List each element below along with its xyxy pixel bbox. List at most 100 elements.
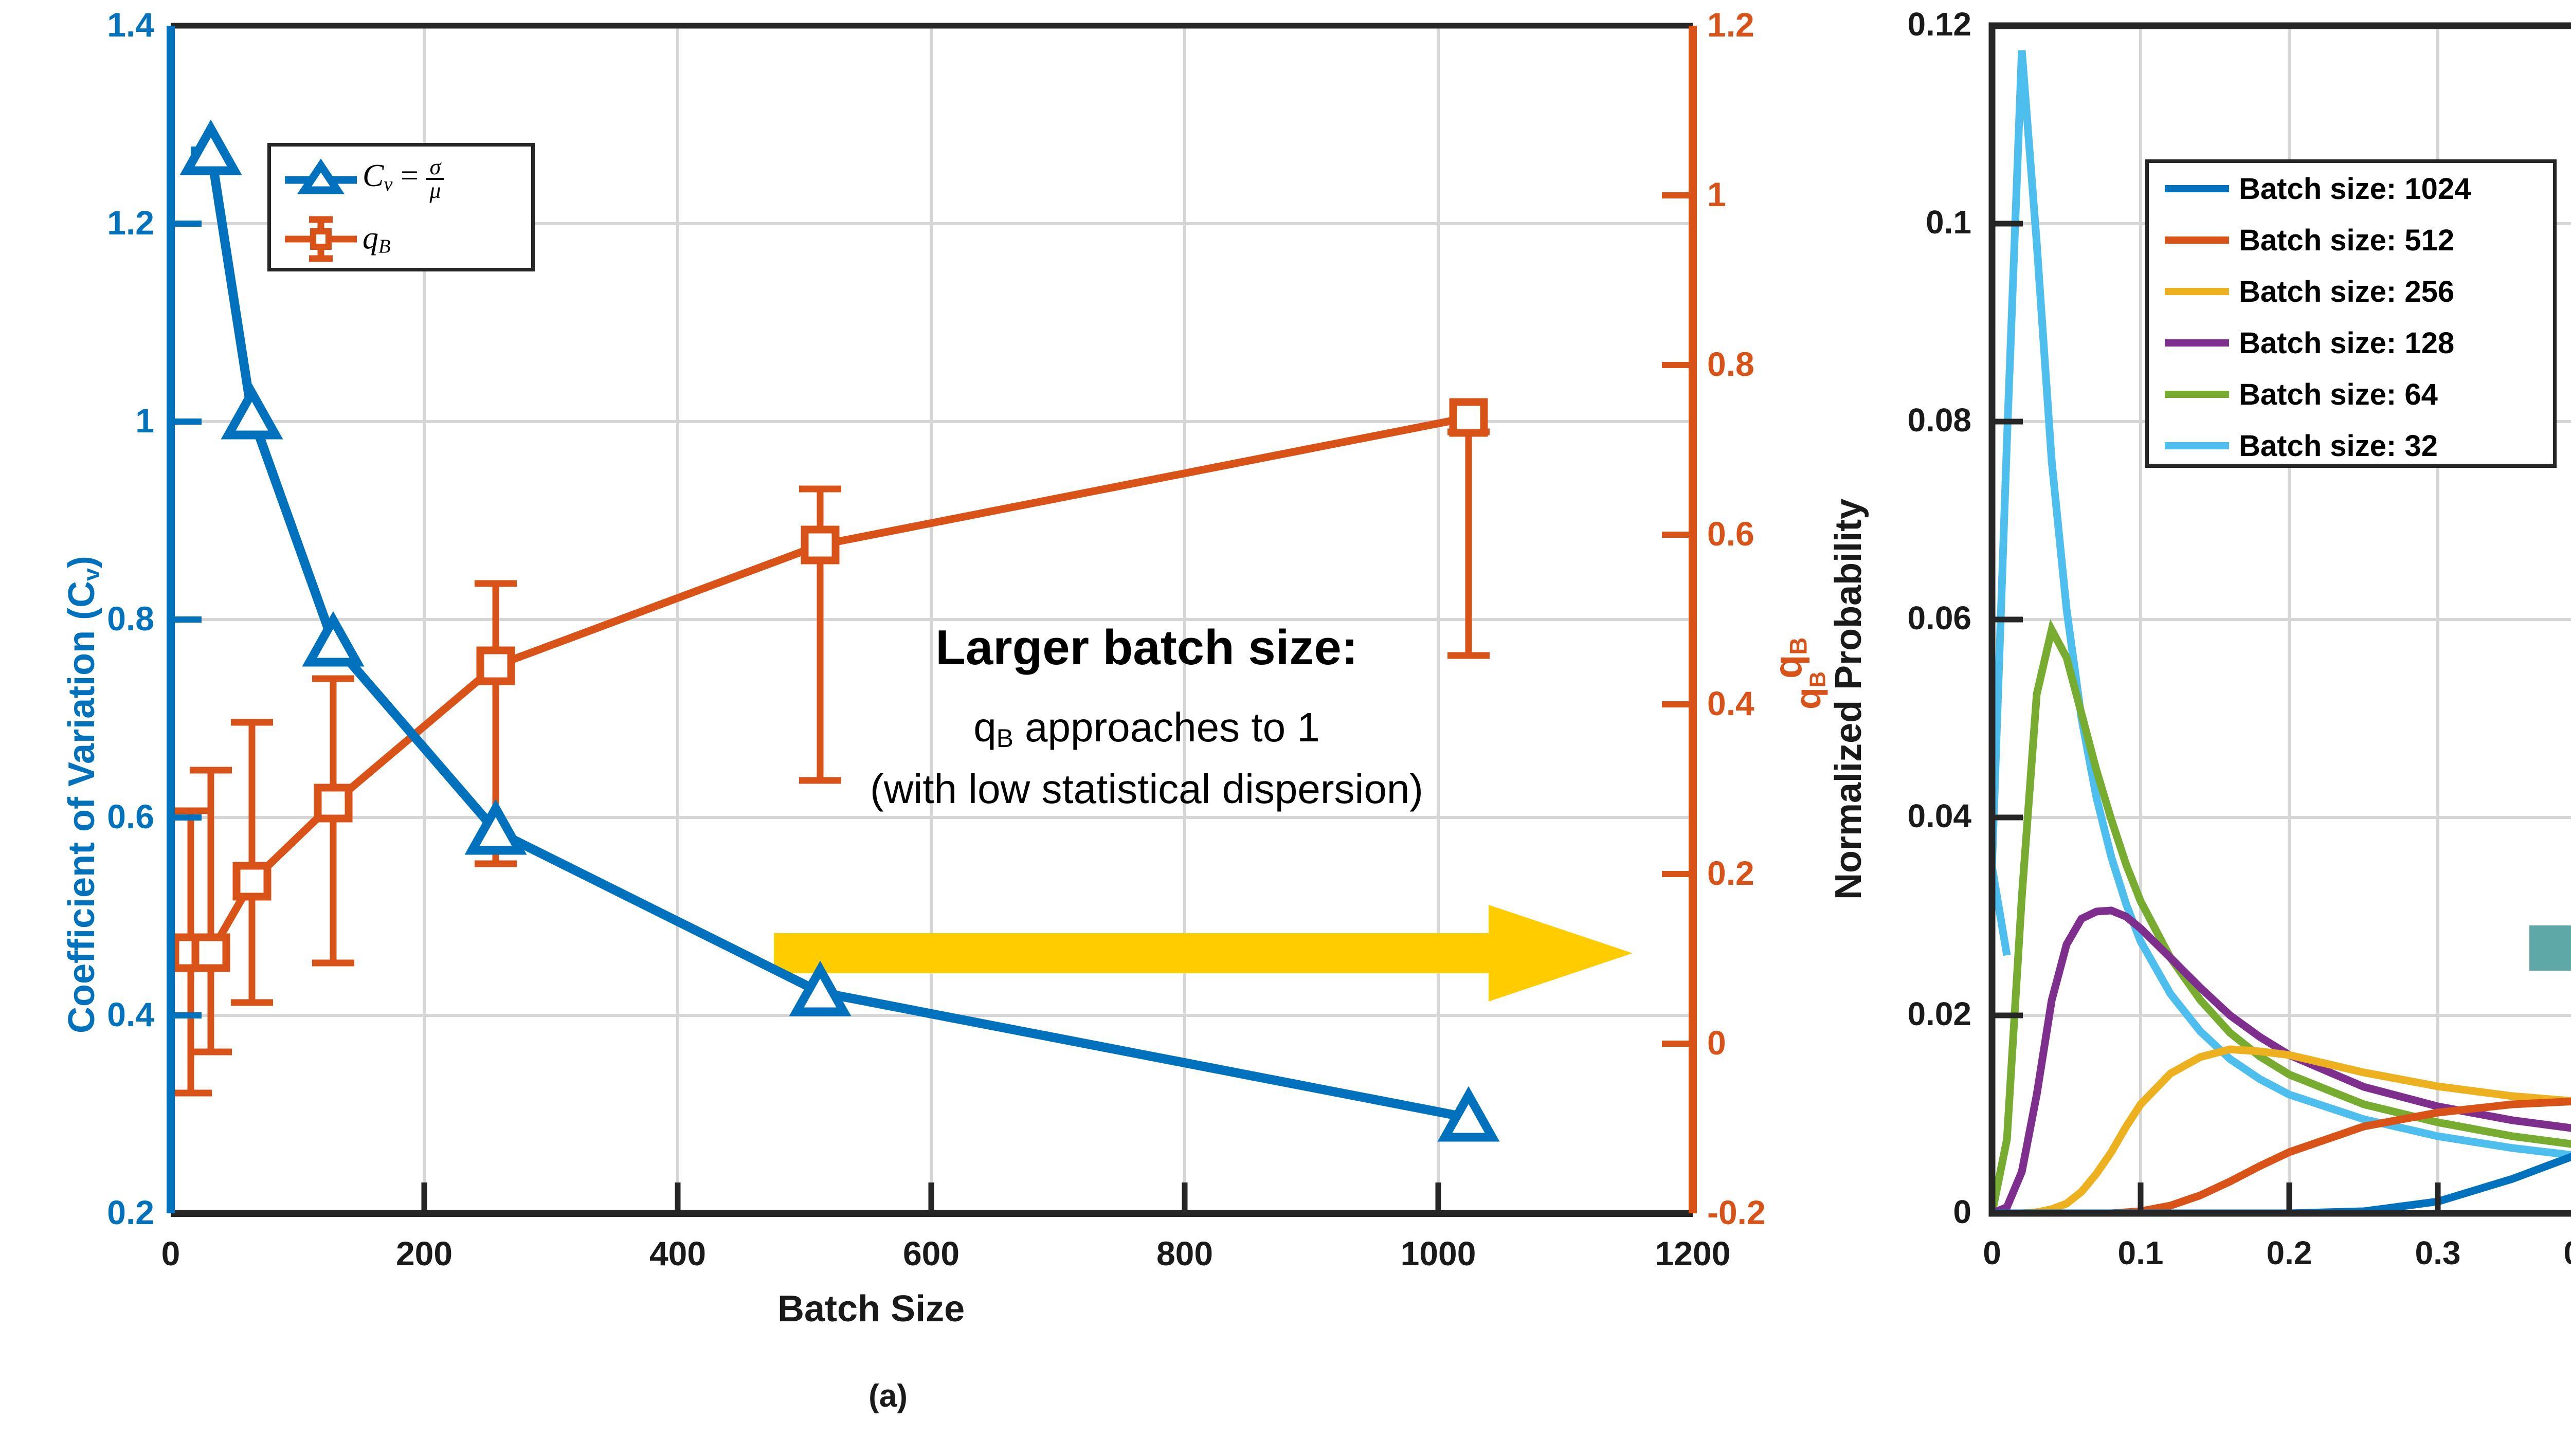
ytick-label-b-2: 0.04 xyxy=(1907,797,1971,834)
xtick-label-b-3: 0.3 xyxy=(2415,1234,2461,1271)
legend-qb-sub: B xyxy=(378,235,391,258)
annotation-a-line2-sub: B xyxy=(996,723,1013,753)
legend-line-icon-64 xyxy=(2165,391,2229,398)
legend-label-qb: qB xyxy=(363,220,390,258)
ytick-label-b-1: 0.02 xyxy=(1907,995,1971,1032)
xtick-label-a-2: 400 xyxy=(649,1234,707,1272)
ytick-right-a-5: 0.8 xyxy=(1707,345,1754,383)
ytick-right-a-3: 0.4 xyxy=(1707,684,1754,722)
xticks-a xyxy=(421,1182,1441,1213)
annotation-b-line2: qB distribution shifts to 1 xyxy=(2486,704,2571,753)
xtick-label-a-1: 200 xyxy=(395,1234,453,1272)
xtick-label-a-3: 600 xyxy=(902,1234,960,1272)
ytick-right-a-2: 0.2 xyxy=(1707,854,1754,892)
annotation-b-line3: (gradient without coupling) xyxy=(2460,766,2571,812)
legend-item-b-4[interactable]: Batch size: 64 xyxy=(2149,369,2553,420)
yaxis-label-left-a-main: Coefficient of Variation (C xyxy=(61,580,102,1033)
ytick-label-b-3: 0.06 xyxy=(1907,599,1971,636)
yticks-b xyxy=(1992,221,2023,1018)
dist-curve-64 xyxy=(1992,618,2571,1213)
panel-a-caption: (a) xyxy=(868,1378,908,1414)
dist-curve-128 xyxy=(1992,906,2571,1213)
legend-label-b-4: Batch size: 64 xyxy=(2239,377,2438,411)
legend-label-b-0: Batch size: 1024 xyxy=(2239,172,2471,206)
teal-arrow-b xyxy=(2529,925,2571,971)
ytick-left-a-1: 0.4 xyxy=(107,995,154,1033)
xtick-label-b-1: 0.1 xyxy=(2117,1234,2164,1271)
legend-item-qb[interactable]: qB xyxy=(271,211,531,267)
qb-markers-a xyxy=(171,398,1488,972)
ytick-left-a-4: 1 xyxy=(135,402,154,440)
annotation-a-line2-pre: q xyxy=(973,704,997,750)
dist-curve-256 xyxy=(1992,1045,2571,1213)
xaxis-label-a: Batch Size xyxy=(777,1288,965,1330)
annotation-a-line2-post: approaches to 1 xyxy=(1013,704,1320,750)
ytick-right-a-0: -0.2 xyxy=(1707,1193,1766,1231)
legend-label-b-2: Batch size: 256 xyxy=(2239,275,2455,308)
xtick-label-a-4: 800 xyxy=(1156,1234,1214,1272)
cv-markers-a xyxy=(179,119,1500,1142)
legend-cv-main: C xyxy=(363,158,384,193)
legend-b[interactable]: Batch size: 1024 Batch size: 512 Batch s… xyxy=(2145,159,2557,468)
yaxis-label-left-a-tail: ) xyxy=(61,556,102,569)
legend-cv-frac-num: σ xyxy=(426,155,444,180)
yaxis-label-left-a-sub: v xyxy=(79,568,104,581)
orange-qb-label-sub: B xyxy=(1805,671,1831,688)
yaxis-label-b: Normalized Probability xyxy=(1828,498,1869,900)
legend-label-b-3: Batch size: 128 xyxy=(2239,326,2455,360)
ytick-left-a-5: 1.2 xyxy=(107,204,154,242)
yticks-right-a xyxy=(1662,192,1693,1047)
panel-a-canvas xyxy=(167,23,1697,1217)
ytick-left-a-3: 0.8 xyxy=(107,599,154,638)
legend-cv-eq: = xyxy=(392,158,427,193)
ytick-label-b-6: 0.12 xyxy=(1907,6,1971,43)
dist-curve-512 xyxy=(1992,1097,2571,1213)
annotation-a-line1: Larger batch size: xyxy=(935,620,1358,675)
panel-b: 0 0.1 0.2 0.3 0.4 0.5 0.6 0.7 0.8 0.9 1 … xyxy=(1776,0,2571,1456)
ytick-right-a-4: 0.6 xyxy=(1707,515,1754,553)
legend-line-icon-32 xyxy=(2165,442,2229,449)
legend-line-icon-128 xyxy=(2165,339,2229,347)
orange-qb-label-b: qB xyxy=(1787,671,1831,709)
xtick-label-b-4: 0.4 xyxy=(2545,1234,2571,1272)
ytick-left-a-0: 0.2 xyxy=(107,1193,154,1231)
yticks-left-a xyxy=(171,221,202,1018)
ytick-label-b-4: 0.08 xyxy=(1907,402,1971,439)
legend-marker-errorbar-icon xyxy=(285,216,357,262)
legend-cv-sub: v xyxy=(384,173,393,195)
legend-label-b-1: Batch size: 512 xyxy=(2239,223,2455,257)
orange-qb-label-main: q xyxy=(1788,687,1828,709)
ytick-right-a-6: 1 xyxy=(1707,175,1726,213)
legend-line-icon-256 xyxy=(2165,288,2229,295)
yellow-arrow-a xyxy=(774,905,1633,1002)
ytick-left-a-6: 1.4 xyxy=(107,6,154,44)
annotation-b-line1: Larger batch size: xyxy=(2486,622,2571,674)
legend-item-b-5[interactable]: Batch size: 32 xyxy=(2149,420,2553,471)
dist-curve-1024 xyxy=(1992,1153,2571,1213)
annotation-a-line3: (with low statistical dispersion) xyxy=(870,766,1423,812)
ytick-label-b-5: 0.1 xyxy=(1926,204,1971,241)
ytick-left-a-2: 0.6 xyxy=(107,797,154,835)
legend-cv-frac-den: μ xyxy=(429,177,441,203)
xtick-label-a-0: 0 xyxy=(161,1234,180,1272)
ytick-label-b-0: 0 xyxy=(1953,1193,1971,1230)
xtick-label-b-2: 0.2 xyxy=(2266,1234,2312,1271)
xtick-label-a-6: 1200 xyxy=(1655,1234,1731,1272)
legend-item-b-2[interactable]: Batch size: 256 xyxy=(2149,266,2553,317)
xticks-b xyxy=(2138,1182,2441,1213)
legend-item-b-0[interactable]: Batch size: 1024 xyxy=(2149,163,2553,214)
legend-line-icon-512 xyxy=(2165,236,2229,244)
legend-line-icon-1024 xyxy=(2165,185,2229,192)
dist-curve-32 xyxy=(1992,50,2571,1159)
legend-marker-triangle-icon xyxy=(285,158,357,194)
ytick-right-a-7: 1.2 xyxy=(1707,6,1754,44)
yaxis-label-left-a: Coefficient of Variation (Cv) xyxy=(61,556,105,1033)
xtick-label-b-0: 0 xyxy=(1983,1234,2001,1271)
legend-item-b-3[interactable]: Batch size: 128 xyxy=(2149,317,2553,369)
legend-item-b-1[interactable]: Batch size: 512 xyxy=(2149,214,2553,266)
legend-label-b-5: Batch size: 32 xyxy=(2239,429,2438,463)
